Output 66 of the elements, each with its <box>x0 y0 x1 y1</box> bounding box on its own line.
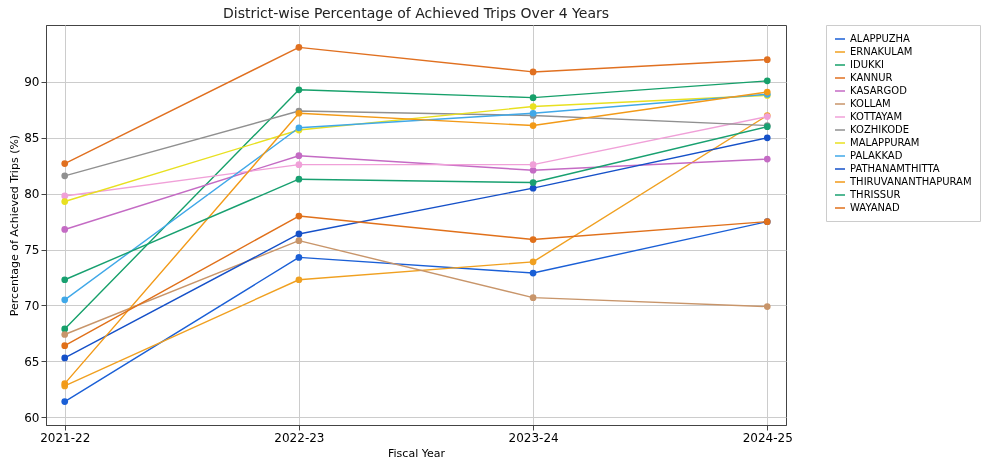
y-tick-label: 75 <box>24 243 40 258</box>
point <box>61 354 69 362</box>
point <box>295 44 303 51</box>
x-tick-label: 2024-25 <box>742 430 793 445</box>
point <box>61 160 69 167</box>
point <box>529 161 537 169</box>
x-tick-label: 2023-24 <box>508 430 559 445</box>
legend-label: PALAKKAD <box>850 150 903 161</box>
point <box>529 179 537 186</box>
y-tick-label: 65 <box>24 354 40 369</box>
legend-label: KOTTAYAM <box>850 111 903 122</box>
point <box>61 226 69 233</box>
legend-label: THIRUVANANTHAPURAM <box>849 176 972 187</box>
point <box>763 56 771 63</box>
point <box>763 77 771 85</box>
point <box>295 175 303 183</box>
point <box>529 269 537 277</box>
point <box>763 134 771 142</box>
y-tick-label: 60 <box>24 410 40 425</box>
y-tick-label: 90 <box>24 75 40 90</box>
chart-title: District-wise Percentage of Achieved Trips Over 4 Years <box>222 4 610 21</box>
legend-label: KASARGOD <box>850 85 908 96</box>
x-tick-label: 2022-23 <box>274 430 325 445</box>
point <box>295 237 303 244</box>
point <box>61 296 69 304</box>
point <box>529 166 537 174</box>
point <box>529 294 537 301</box>
point <box>295 161 303 169</box>
x-axis-title: Fiscal Year <box>388 446 446 460</box>
legend-label: ALAPPUZHA <box>850 33 911 44</box>
point <box>529 103 537 110</box>
legend-label: KANNUR <box>850 72 893 83</box>
point <box>295 152 303 160</box>
y-tick-label: 80 <box>24 187 40 202</box>
y-axis-title: Percentage of Achieved Trips (%) <box>8 134 22 317</box>
legend-label: IDUKKI <box>850 59 885 70</box>
legend-label: KOZHIKODE <box>850 124 910 135</box>
point <box>529 258 537 266</box>
legend-label: KOLLAM <box>850 98 891 109</box>
point <box>763 155 771 163</box>
y-tick-label: 70 <box>24 298 40 313</box>
point <box>295 212 303 220</box>
point <box>295 230 303 238</box>
y-tick-label: 85 <box>24 131 40 146</box>
legend-label: WAYANAD <box>850 202 900 213</box>
legend-label: ERNAKULAM <box>850 46 913 57</box>
point <box>61 325 69 333</box>
point <box>763 303 771 310</box>
point <box>61 192 69 200</box>
legend-label: MALAPPURAM <box>850 137 920 148</box>
point <box>529 236 537 243</box>
point <box>295 276 303 284</box>
point <box>295 254 303 261</box>
legend-label: PATHANAMTHITTA <box>850 163 940 174</box>
point <box>61 398 69 405</box>
point <box>529 68 537 76</box>
point <box>295 86 303 94</box>
point <box>529 94 537 101</box>
point <box>529 122 537 129</box>
point <box>61 172 69 180</box>
point <box>61 342 69 350</box>
point <box>61 276 69 284</box>
point <box>61 331 69 338</box>
point <box>61 198 69 205</box>
x-tick-label: 2021-22 <box>40 430 91 445</box>
legend-label: THRISSUR <box>849 189 901 200</box>
